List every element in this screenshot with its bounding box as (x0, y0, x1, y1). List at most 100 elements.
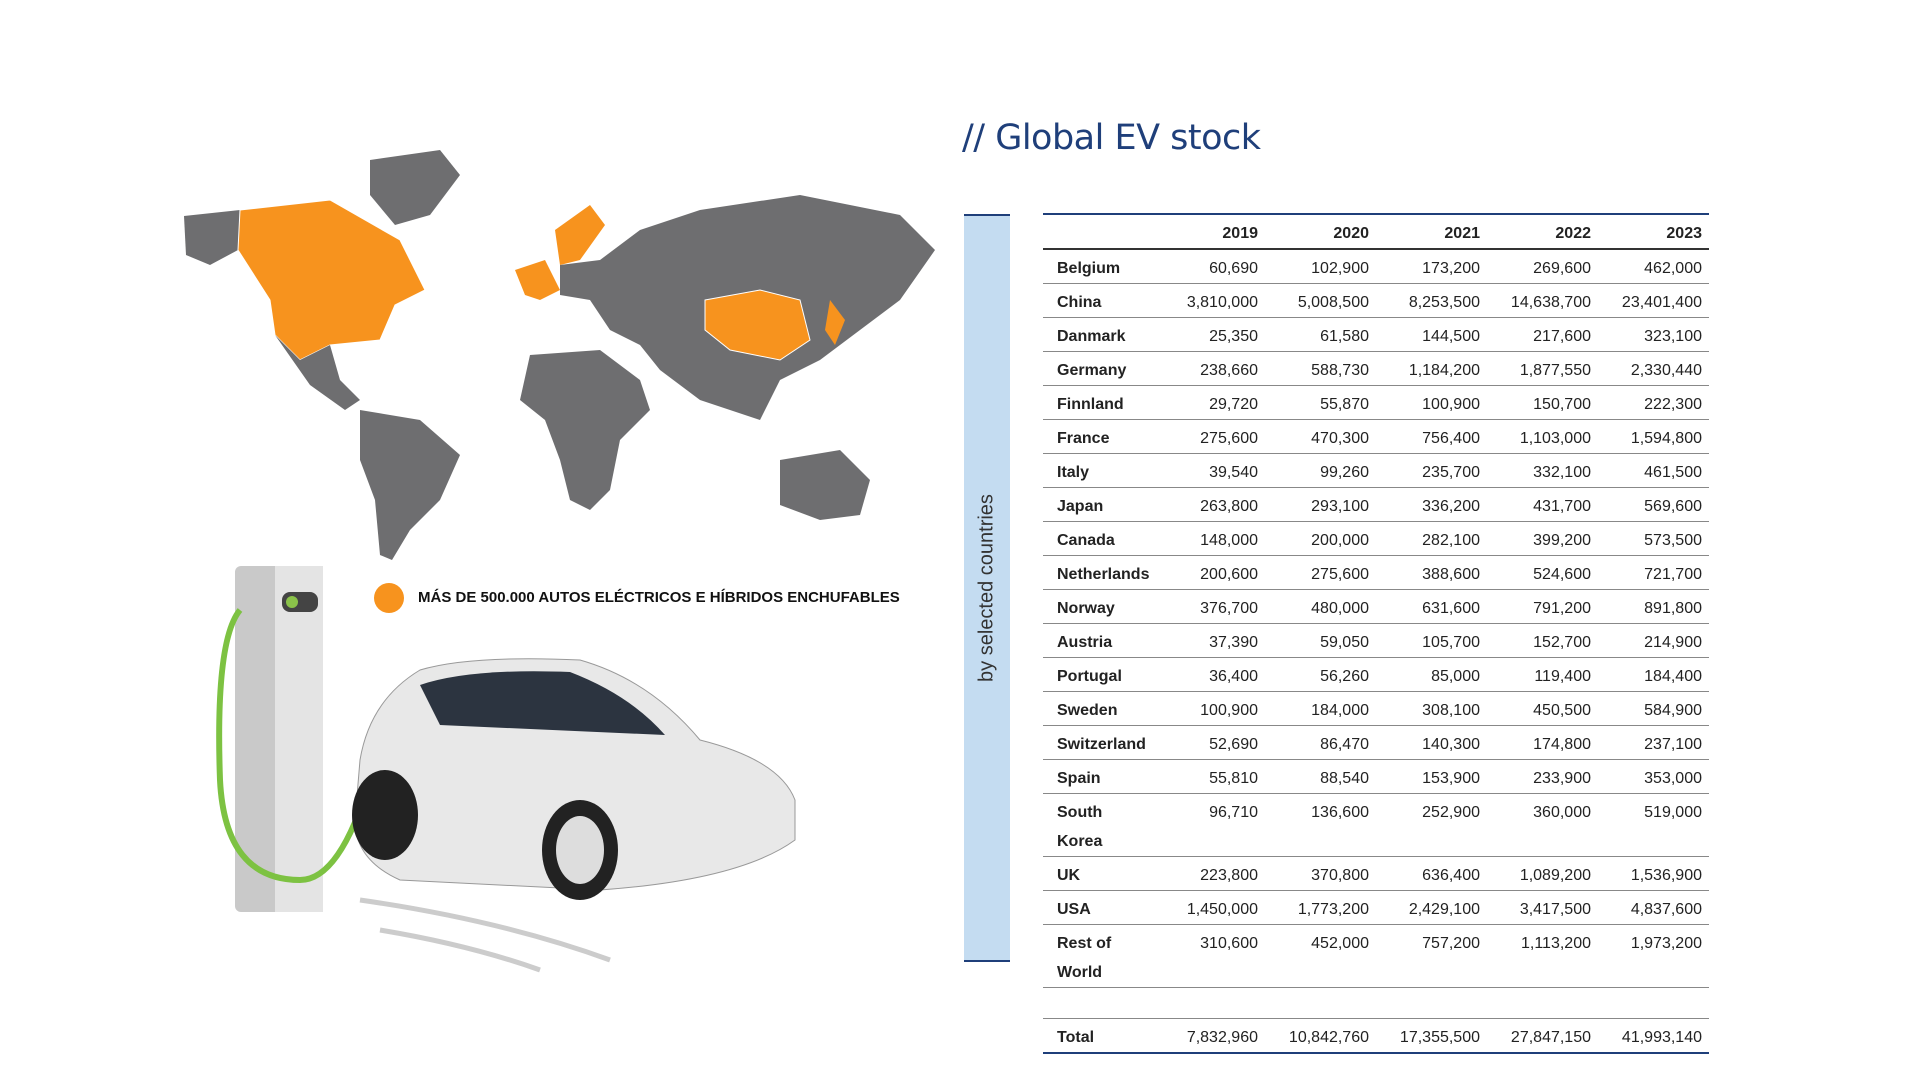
cell: 136,600 (1265, 793, 1376, 857)
cell: 1,594,800 (1598, 419, 1709, 454)
row-name: Sweden (1043, 691, 1154, 726)
cell: 431,700 (1487, 487, 1598, 522)
cell: 200,000 (1265, 521, 1376, 556)
cell: 388,600 (1376, 555, 1487, 590)
cell: 150,700 (1487, 385, 1598, 420)
table-row: Spain 55,810 88,540 153,900 233,900 353,000 (1043, 759, 1709, 794)
table-row: Danmark 25,350 61,580 144,500 217,600 323,100 (1043, 317, 1709, 352)
table-row: Total 7,832,960 10,842,760 17,355,500 27,847… (1043, 1018, 1709, 1054)
cell: 153,900 (1376, 759, 1487, 794)
spacer-cell (1043, 987, 1154, 1019)
cell: 3,417,500 (1487, 890, 1598, 925)
cell: 1,184,200 (1376, 351, 1487, 386)
spacer-row (1043, 987, 1709, 1019)
cell: 353,000 (1598, 759, 1709, 794)
column-header: 2020 (1265, 214, 1376, 250)
column-header: 2023 (1598, 214, 1709, 250)
cell: 2,330,440 (1598, 351, 1709, 386)
row-name: Spain (1043, 759, 1154, 794)
row-name: Japan (1043, 487, 1154, 522)
cell: 293,100 (1265, 487, 1376, 522)
cell: 214,900 (1598, 623, 1709, 658)
cell: 174,800 (1487, 725, 1598, 760)
cell: 7,832,960 (1154, 1018, 1265, 1054)
row-name: Switzerland (1043, 725, 1154, 760)
cell: 39,540 (1154, 453, 1265, 488)
cell: 105,700 (1376, 623, 1487, 658)
row-name: Germany (1043, 351, 1154, 386)
cell: 223,800 (1154, 856, 1265, 891)
cell: 3,810,000 (1154, 283, 1265, 318)
cell: 1,877,550 (1487, 351, 1598, 386)
spacer-cell (1265, 987, 1376, 1019)
car (352, 658, 796, 973)
cell: 275,600 (1265, 555, 1376, 590)
cell: 184,400 (1598, 657, 1709, 692)
table-row: Belgium 60,690 102,900 173,200 269,600 462,00… (1043, 249, 1709, 284)
table-row: Canada 148,000 200,000 282,100 399,200 573,50… (1043, 521, 1709, 556)
cell: 756,400 (1376, 419, 1487, 454)
table-row: Sweden 100,900 184,000 308,100 450,500 584,90… (1043, 691, 1709, 726)
cell: 60,690 (1154, 249, 1265, 284)
cell: 119,400 (1487, 657, 1598, 692)
cell: 148,000 (1154, 521, 1265, 556)
cell: 238,660 (1154, 351, 1265, 386)
cell: 200,600 (1154, 555, 1265, 590)
cell: 721,700 (1598, 555, 1709, 590)
cell: 360,000 (1487, 793, 1598, 857)
spacer-cell (1487, 987, 1598, 1019)
row-name: South Korea (1043, 793, 1154, 857)
cell: 37,390 (1154, 623, 1265, 658)
world-map (184, 150, 935, 560)
cell: 184,000 (1265, 691, 1376, 726)
cell: 519,000 (1598, 793, 1709, 857)
cell: 757,200 (1376, 924, 1487, 988)
legend-dot (374, 583, 404, 613)
row-name: Danmark (1043, 317, 1154, 352)
table-row: Rest of World 310,600 452,000 757,200 1,113,… (1043, 924, 1709, 988)
cell: 140,300 (1376, 725, 1487, 760)
cell: 23,401,400 (1598, 283, 1709, 318)
table-row: Switzerland 52,690 86,470 140,300 174,800 237… (1043, 725, 1709, 760)
cell: 573,500 (1598, 521, 1709, 556)
cell: 29,720 (1154, 385, 1265, 420)
spacer-cell (1598, 987, 1709, 1019)
cell: 88,540 (1265, 759, 1376, 794)
row-name: China (1043, 283, 1154, 318)
cell: 1,089,200 (1487, 856, 1598, 891)
cell: 17,355,500 (1376, 1018, 1487, 1054)
table-row: UK 223,800 370,800 636,400 1,089,200 1,536,90… (1043, 856, 1709, 891)
cell: 308,100 (1376, 691, 1487, 726)
title: // Global EV stock (962, 118, 1261, 158)
table-row: Germany 238,660 588,730 1,184,200 1,877,550 2… (1043, 351, 1709, 386)
table-row: France 275,600 470,300 756,400 1,103,000 1,59… (1043, 419, 1709, 454)
cell: 399,200 (1487, 521, 1598, 556)
cell: 1,113,200 (1487, 924, 1598, 988)
cell: 25,350 (1154, 317, 1265, 352)
cell: 55,870 (1265, 385, 1376, 420)
cell: 1,973,200 (1598, 924, 1709, 988)
header-blank (1043, 214, 1154, 250)
cell: 584,900 (1598, 691, 1709, 726)
cell: 569,600 (1598, 487, 1709, 522)
cell: 99,260 (1265, 453, 1376, 488)
row-name: Italy (1043, 453, 1154, 488)
cell: 102,900 (1265, 249, 1376, 284)
table-row: Norway 376,700 480,000 631,600 791,200 891,80… (1043, 589, 1709, 624)
cell: 27,847,150 (1487, 1018, 1598, 1054)
cell: 100,900 (1376, 385, 1487, 420)
row-name: Norway (1043, 589, 1154, 624)
cell: 310,600 (1154, 924, 1265, 988)
cell: 631,600 (1376, 589, 1487, 624)
row-name: Austria (1043, 623, 1154, 658)
table-row: Finnland 29,720 55,870 100,900 150,700 222,30… (1043, 385, 1709, 420)
cell: 61,580 (1265, 317, 1376, 352)
table-row: Japan 263,800 293,100 336,200 431,700 569,600 (1043, 487, 1709, 522)
table-row: Portugal 36,400 56,260 85,000 119,400 184,400 (1043, 657, 1709, 692)
row-name: UK (1043, 856, 1154, 891)
cell: 85,000 (1376, 657, 1487, 692)
row-name: Canada (1043, 521, 1154, 556)
cell: 263,800 (1154, 487, 1265, 522)
table-row: USA 1,450,000 1,773,200 2,429,100 3,417,500 4… (1043, 890, 1709, 925)
